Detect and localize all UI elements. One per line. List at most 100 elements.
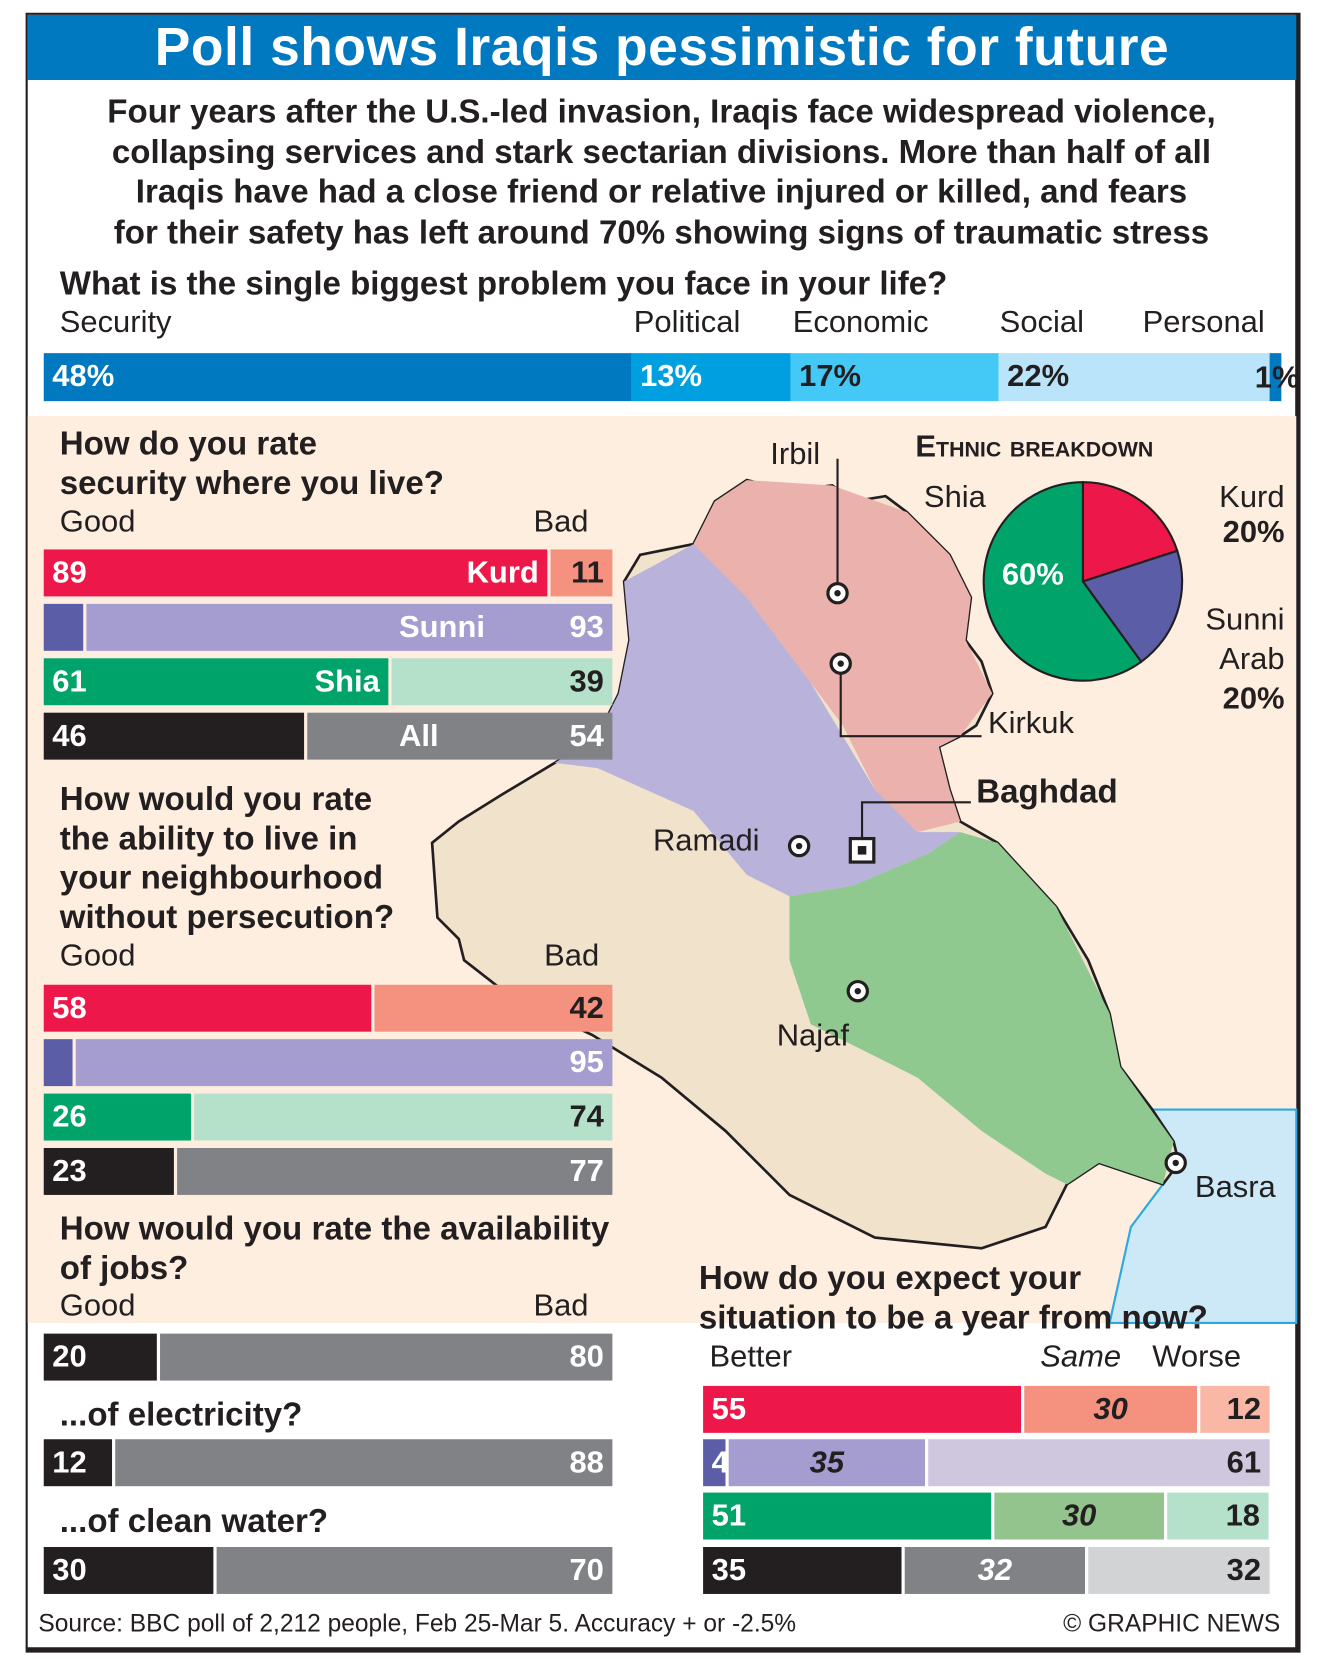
bar-segment: 30 [1024,1385,1198,1433]
city-kirkuk: Kirkuk [987,706,1074,741]
bar-row-all: 23 77 [43,1147,613,1195]
q1-bar: 48% 13% 17% 22% [43,353,1282,402]
bar-value: 22% [1007,359,1070,394]
group-label: Shia [314,664,380,699]
bar-segment: 80 [160,1333,613,1381]
bar-value: 93 [569,610,604,645]
bar-segment: 88 [115,1439,613,1487]
pie-kurd: Kurd 20% [1219,480,1284,550]
q2-line: How do you rate [59,424,318,462]
city-ramadi: Ramadi [652,823,760,858]
pie-slice-sunni-arab [1081,549,1184,664]
bar-row-sunni: 7 93 Sunni [43,603,613,651]
intro-line: for their safety has left around 70% sho… [113,212,1210,251]
bar-segment: 7 [43,603,107,651]
bar-value: 13% [640,359,703,394]
bar-segment: 18 [1167,1492,1269,1540]
q5-row-sunni: 4 35 61 [703,1439,1270,1487]
q2-bad-label: Bad [533,504,589,539]
bar-value: 30 [52,1553,87,1588]
bar-row-kurd: 89 Kurd 11 [43,549,613,597]
q1-title: What is the single biggest problem you f… [59,264,948,302]
bar-row-all: 46 54 All [43,712,613,760]
q1-bar-personal [1269,353,1282,402]
bar-segment: 61 Shia [43,658,389,706]
bar-segment: 23 [43,1147,174,1195]
bar-segment: 61 [928,1439,1270,1487]
q1-label-political: Political [633,305,741,340]
bar-segment: 89 Kurd [43,549,548,597]
bar-value: 11 [571,555,604,590]
q3-line: your neighbourhood [59,858,384,897]
bar-value: 42 [569,991,604,1026]
q1-bar-social: 22% [998,353,1270,402]
bar-row-ofelectricity: 12 88 [43,1439,613,1487]
q5-title: How do you expect your situation to be a … [699,1258,1208,1337]
pie-label-sunni: Sunni [1205,602,1285,637]
q3-bad-label: Bad [544,938,600,974]
bar-value: 80 [569,1340,604,1375]
bar-row-shia: 61 Shia 39 [43,658,613,706]
q3-line: How would you rate [59,779,373,818]
bar-segment: 11 [550,549,613,597]
q1-label-security: Security [59,305,172,340]
bar-value: 95 [569,1045,604,1080]
bar-value: 23 [52,1154,87,1189]
bar-segment: 35 [703,1547,902,1594]
bar-value: 61 [52,664,87,699]
q2-title: How do you rate security where you live? [60,424,444,503]
bar-row-sunni: 5 95 [43,1039,613,1087]
bar-segment: 51 [703,1492,992,1540]
bar-segment: 42 [374,984,613,1032]
q5-better-label: Better [709,1340,793,1375]
q2-line: security where you live? [59,464,444,502]
pie-slice-shia [982,481,1143,682]
pie-label-arab: Arab [1219,642,1285,677]
pie-label-shia: Shia [923,480,986,515]
bar-segment: 30 [994,1492,1164,1540]
bar-row-kurd: 58 42 [43,984,613,1032]
bar-value: 20 [52,1340,87,1375]
q1-label-personal: Personal [1142,305,1265,340]
q5-same-label: Same [1040,1340,1122,1375]
city-irbil: Irbil [770,437,821,472]
sunni-region [554,544,961,897]
pie-title: Ethnic breakdown [915,429,1154,465]
ethnic-pie-chart [982,481,1184,682]
q4-good-label: Good [59,1288,136,1323]
bar-segment: 32 [904,1547,1086,1594]
bar-value: 70 [569,1553,604,1588]
bar-segment: 58 [43,984,372,1032]
q1-label-social: Social [999,305,1084,340]
bar-segment: 77 [177,1147,613,1195]
q5-worse-label: Worse [1152,1340,1242,1375]
page-title: Poll shows Iraqis pessimistic for future [27,14,1297,81]
bar-segment: 12 [43,1439,113,1487]
intro-line: Iraqis have had a close friend or relati… [135,172,1188,211]
q5-line: How do you expect your [698,1258,1082,1297]
shia-region [789,832,1174,1185]
bar-value: 32 [977,1553,1013,1588]
bar-value: 48% [52,359,115,394]
bar-segment: 35 [728,1439,926,1487]
bar-segment: 93 Sunni [86,603,613,651]
q4-bad-label: Bad [533,1288,589,1323]
q5-line: situation to be a year from now? [698,1298,1208,1336]
bar-value: 35 [809,1445,845,1480]
bar-segment: 70 [216,1547,613,1594]
q4-line: How would you rate the availability [59,1209,610,1248]
bar-segment: 12 [1200,1385,1270,1433]
q1-bar-economic: 17% [790,353,999,402]
bar-value: 4 [711,1445,729,1480]
bar-value: 55 [711,1392,747,1427]
bar-row-jobs: 20 80 [43,1333,613,1381]
bar-segment: 4 [703,1439,729,1487]
bar-segment: 20 [43,1333,157,1381]
q1-bar-security: 48% [43,353,632,402]
bar-segment: 95 [75,1039,613,1087]
bar-segment: 32 [1088,1547,1270,1594]
q1-bar-political: 13% [631,353,791,402]
bar-value: 17% [799,359,862,394]
q1-value-personal: 1% [1254,360,1300,395]
pie-slice-kurd [1081,481,1179,583]
